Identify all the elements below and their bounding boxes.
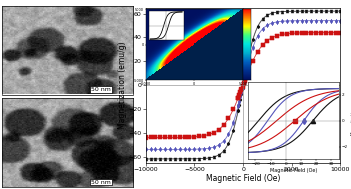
Y-axis label: Magnetization (emu/g): Magnetization (emu/g) [118,41,127,129]
Text: 50 nm: 50 nm [91,87,111,92]
X-axis label: Magnetic Field (Oe): Magnetic Field (Oe) [206,174,280,184]
Text: 50 nm: 50 nm [91,180,111,184]
